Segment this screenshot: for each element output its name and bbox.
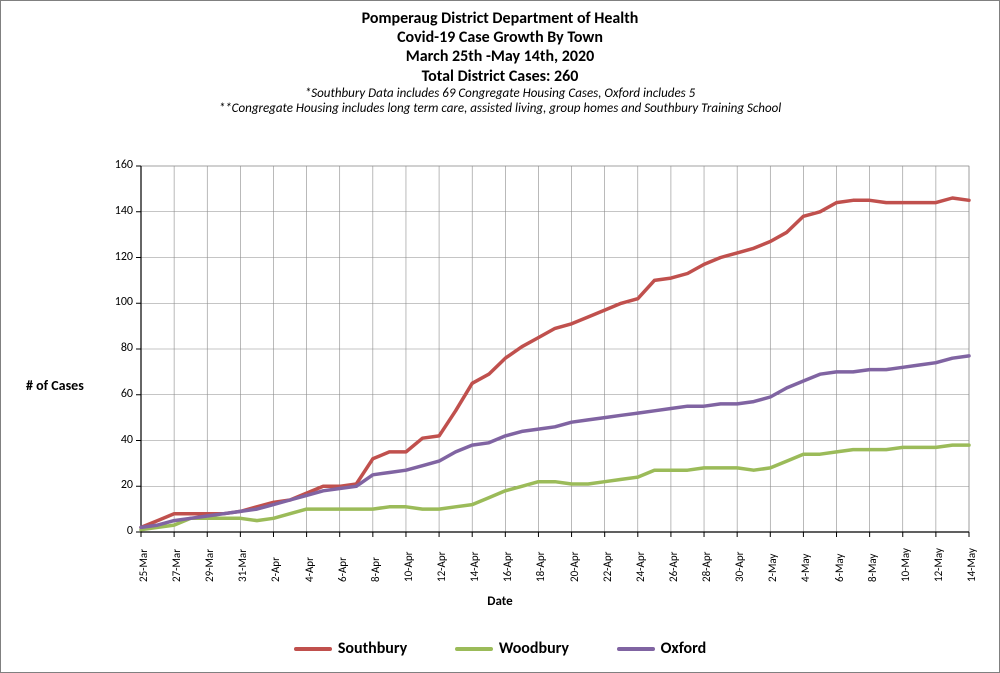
x-tick: 18-Apr — [534, 552, 547, 583]
x-tick: 22-Apr — [601, 552, 614, 583]
title-note-2: **Congregate Housing includes long term … — [1, 101, 999, 117]
line-chart — [1, 156, 999, 617]
y-tick: 40 — [93, 433, 133, 447]
series-line-southbury — [141, 198, 969, 527]
title-line-3: March 25th -May 14th, 2020 — [1, 47, 999, 66]
x-tick: 4-May — [799, 554, 812, 582]
title-block: Pomperaug District Department of Health … — [1, 1, 999, 117]
plot-area: # of Cases 020406080100120140160 25-Mar2… — [1, 156, 999, 617]
x-tick: 8-Apr — [369, 557, 382, 582]
y-tick: 120 — [93, 250, 133, 264]
y-tick: 140 — [93, 204, 133, 218]
x-tick: 14-May — [965, 548, 978, 582]
legend-label-woodbury: Woodbury — [499, 639, 569, 658]
x-tick: 8-May — [866, 554, 879, 582]
x-tick: 26-Apr — [667, 552, 680, 583]
x-tick: 16-Apr — [501, 552, 514, 583]
legend-item-woodbury: Woodbury — [455, 639, 569, 658]
x-tick: 10-Apr — [402, 552, 415, 583]
title-line-4: Total District Cases: 260 — [1, 67, 999, 86]
chart-frame: Pomperaug District Department of Health … — [0, 0, 1000, 673]
x-tick: 12-May — [932, 548, 945, 582]
y-tick: 100 — [93, 295, 133, 309]
legend-swatch-woodbury — [455, 647, 493, 651]
x-tick: 12-Apr — [435, 552, 448, 583]
x-tick: 30-Apr — [733, 552, 746, 583]
x-tick: 27-Mar — [170, 549, 183, 582]
x-tick: 20-Apr — [568, 552, 581, 583]
legend-swatch-oxford — [617, 647, 655, 651]
legend-swatch-southbury — [294, 647, 332, 651]
x-tick: 2-Apr — [269, 557, 282, 582]
y-tick: 60 — [93, 387, 133, 401]
x-tick: 4-Apr — [303, 557, 316, 582]
x-tick: 10-May — [899, 548, 912, 582]
x-tick: 29-Mar — [203, 549, 216, 582]
x-tick: 6-May — [833, 554, 846, 582]
legend: Southbury Woodbury Oxford — [1, 638, 999, 658]
x-tick: 24-Apr — [634, 552, 647, 583]
series-line-woodbury — [141, 445, 969, 530]
legend-label-oxford: Oxford — [661, 639, 707, 658]
x-tick: 14-Apr — [468, 552, 481, 583]
legend-item-oxford: Oxford — [617, 639, 707, 658]
x-tick: 2-May — [766, 554, 779, 582]
series-line-oxford — [141, 356, 969, 528]
x-axis-label: Date — [1, 594, 999, 609]
x-tick: 28-Apr — [700, 552, 713, 583]
x-tick: 25-Mar — [137, 549, 150, 582]
title-note-1: *Southbury Data includes 69 Congregate H… — [1, 86, 999, 102]
legend-label-southbury: Southbury — [338, 639, 407, 658]
y-tick: 80 — [93, 341, 133, 355]
y-tick: 20 — [93, 478, 133, 492]
x-tick: 31-Mar — [236, 549, 249, 582]
title-line-1: Pomperaug District Department of Health — [1, 9, 999, 28]
x-tick: 6-Apr — [336, 557, 349, 582]
title-line-2: Covid-19 Case Growth By Town — [1, 28, 999, 47]
y-tick: 160 — [93, 158, 133, 172]
legend-item-southbury: Southbury — [294, 639, 407, 658]
y-tick: 0 — [93, 524, 133, 538]
